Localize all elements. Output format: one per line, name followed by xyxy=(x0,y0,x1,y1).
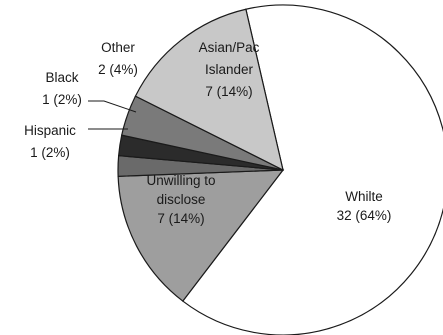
slice-label-other: Other 2 (4%) xyxy=(98,40,138,77)
slice-label-hispanic: Hispanic 1 (2%) xyxy=(24,123,76,160)
pie-slices xyxy=(118,5,443,335)
slice-label-black: Black 1 (2%) xyxy=(42,70,82,107)
slice-label-asian-pac-islander: Asian/Pac Islander 7 (14%) xyxy=(199,40,260,99)
